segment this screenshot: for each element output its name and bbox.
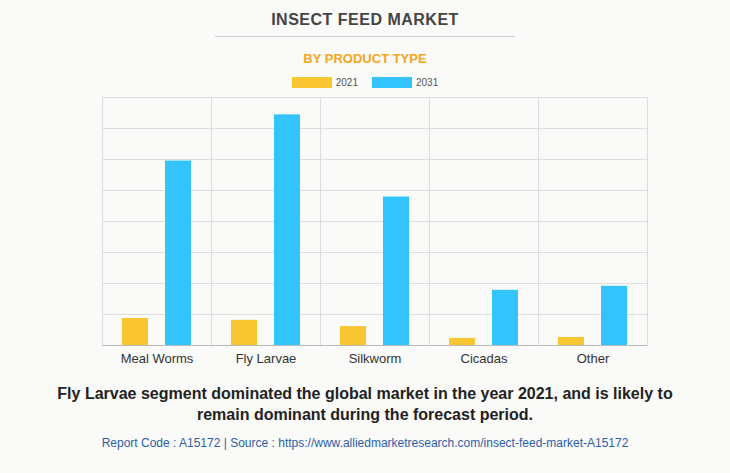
svg-text:Other: Other [577, 351, 610, 366]
html-text:BY PRODUCT TYPE: BY PRODUCT TYPE [303, 51, 427, 66]
html-text:2031: 2031 [416, 76, 439, 88]
html-text:Report Code : A15172 | Source: Report Code : A15172 | Source : https://… [101, 436, 629, 450]
html-text:INSECT FEED MARKET: INSECT FEED MARKET [271, 11, 459, 28]
html-text:Fly Larvae segment dominated t: Fly Larvae segment dominated the global … [57, 385, 673, 423]
svg-text:Meal Worms: Meal Worms [121, 351, 194, 366]
svg-text:Silkworm: Silkworm [349, 351, 402, 366]
svg-text:Cicadas: Cicadas [461, 351, 508, 366]
svg-text:Fly Larvae: Fly Larvae [236, 351, 297, 366]
html-text:2021: 2021 [335, 76, 358, 88]
